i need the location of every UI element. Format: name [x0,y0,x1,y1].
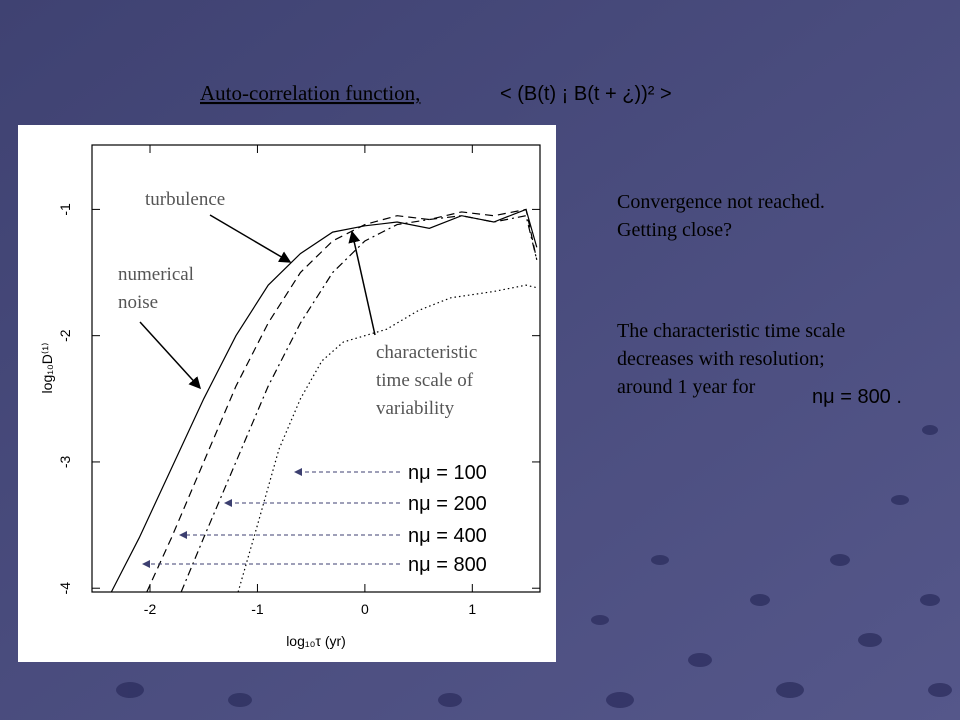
annotation: numerical [118,264,194,285]
series-line [237,284,537,593]
annotation: time scale of [376,370,474,391]
note-line: Getting close? [617,219,732,241]
legend-label: nμ = 800 [408,554,487,576]
y-axis-label: log₁₀D⁽¹⁾ [39,343,55,394]
slide-title: Auto-correlation function, [200,81,420,105]
annotation: noise [118,292,158,313]
y-tick-label: -2 [57,329,73,342]
series-line [180,215,538,593]
arrow [209,214,292,263]
x-tick-label: 1 [468,601,476,617]
x-axis-label: log₁₀τ (yr) [286,633,346,649]
legend-label: nμ = 200 [408,493,487,515]
x-tick-label: 0 [361,601,369,617]
annotation: characteristic [376,342,477,363]
note-line: Convergence not reached. [617,191,825,213]
x-tick-label: -1 [251,601,264,617]
formula: < (B(t) ¡ B(t + ¿))² > [500,83,672,105]
series-line [146,208,538,593]
legend-label: nμ = 100 [408,462,487,484]
y-tick-label: -4 [57,582,73,595]
y-tick-label: -1 [57,203,73,216]
y-tick-label: -3 [57,456,73,469]
x-tick-label: -2 [144,601,157,617]
plot-frame [91,144,541,593]
note-line: The characteristic time scale [617,320,845,342]
note-math: nμ = 800 . [812,386,902,408]
arrow [139,321,202,390]
annotation: turbulence [145,189,225,210]
decor-dots [116,425,952,708]
note-line: decreases with resolution; [617,348,825,370]
plot-panel [18,125,556,662]
arrow [348,230,376,336]
legend-label: nμ = 400 [408,525,487,547]
plot: log₁₀τ (yr) log₁₀D⁽¹⁾ turbulence numeric… [39,144,541,649]
annotation: variability [376,398,455,419]
note-line: around 1 year for [617,376,756,398]
